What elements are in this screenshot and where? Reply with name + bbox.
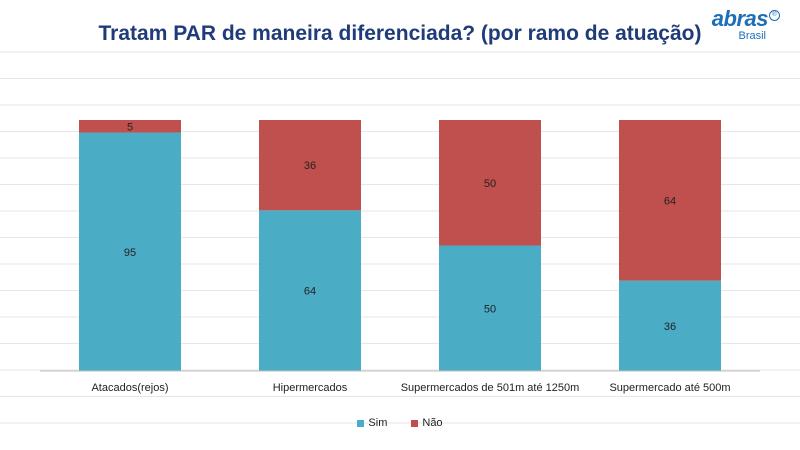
bar-segment-sim: [259, 210, 361, 371]
x-axis-labels: Atacados(rejos) Hipermercados Supermercado…: [91, 382, 730, 394]
bar-segment-sim: [79, 132, 181, 371]
legend: Sim Não: [0, 417, 800, 429]
chart-title: Tratam PAR de maneira diferenciada? (por…: [98, 22, 702, 45]
logo-wordmark: abras: [711, 6, 769, 31]
legend-swatch: [357, 419, 365, 427]
bar-segment-não: [439, 120, 541, 246]
data-label: 50: [484, 178, 496, 190]
x-tick-label: Hipermercados: [273, 382, 348, 394]
data-label: 64: [304, 286, 316, 298]
logo-subtitle: Brasil: [738, 30, 766, 42]
abras-logo: abras ® Brasil: [696, 6, 786, 46]
bar-segment-não: [619, 120, 721, 281]
legend-label: Sim: [368, 417, 388, 429]
legend-item-não: Não: [411, 417, 443, 429]
logo-registered-mark: ®: [769, 10, 780, 21]
data-label: 36: [304, 160, 316, 172]
legend-label: Não: [422, 417, 443, 429]
data-label: 95: [124, 247, 136, 259]
x-tick-label: Supermercados de 501m até 1250m: [401, 382, 580, 394]
bar-segment-sim: [619, 280, 721, 371]
bar-labels: 95 5 64 36 50 50 36 64: [124, 121, 676, 333]
data-label: 36: [664, 321, 676, 333]
data-label: 50: [484, 303, 496, 315]
data-label: 5: [127, 121, 133, 133]
x-tick-label: Supermercado até 500m: [609, 382, 730, 394]
legend-item-sim: Sim: [357, 417, 387, 429]
bar-segment-sim: [439, 245, 541, 371]
x-tick-label: Atacados(rejos): [91, 382, 168, 394]
bars: [79, 120, 721, 371]
legend-swatch: [411, 419, 419, 427]
bar-segment-não: [259, 120, 361, 211]
data-label: 64: [664, 195, 676, 207]
bar-segment-não: [79, 120, 181, 133]
